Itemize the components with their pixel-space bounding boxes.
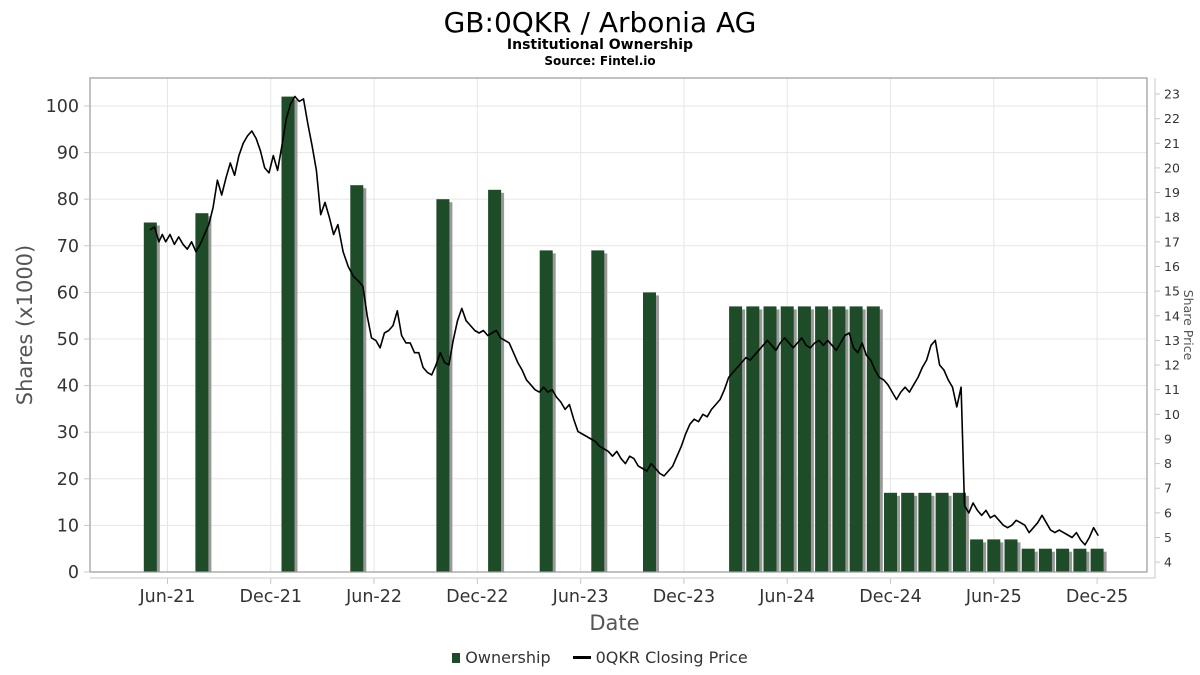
- ownership-bar[interactable]: Sep-24: 57: [832, 306, 846, 572]
- ownership-bar[interactable]: May-22: 83: [350, 185, 364, 572]
- ownership-swatch-icon: [452, 652, 461, 663]
- y-right-tick-label: 4: [1164, 555, 1172, 570]
- price-line-icon: [572, 656, 591, 659]
- ownership-bar[interactable]: Apr-24: 57: [746, 306, 760, 572]
- ownership-bar[interactable]: Aug-25: 5: [1021, 548, 1035, 572]
- ownership-bar[interactable]: May-21: 75: [143, 222, 157, 573]
- y-right-tick-label: 5: [1164, 530, 1172, 545]
- ownership-bar[interactable]: Aug-24: 57: [815, 306, 829, 572]
- y-right-axis-title: Share Price: [1181, 290, 1196, 361]
- y-left-tick-label: 30: [57, 423, 79, 443]
- y-right-tick-label: 15: [1164, 284, 1180, 299]
- x-tick-label: Dec-25: [1066, 587, 1128, 607]
- ownership-bar[interactable]: Nov-25: 5: [1073, 548, 1087, 572]
- x-tick-label: Jun-23: [552, 587, 609, 607]
- ownership-bar[interactable]: Jan-25: 17: [901, 492, 915, 572]
- x-tick-label: Jun-25: [965, 587, 1022, 607]
- y-right-tick-label: 16: [1164, 259, 1180, 274]
- y-left-tick-label: 80: [57, 190, 79, 210]
- ownership-bar[interactable]: Dec-24: 17: [884, 492, 897, 572]
- ownership-bar[interactable]: Apr-25: 17: [952, 492, 966, 572]
- y-left-tick-label: 60: [57, 283, 79, 303]
- y-left-tick-label: 40: [57, 377, 79, 397]
- ownership-bar[interactable]: Mar-25: 17: [935, 492, 949, 572]
- ownership-bar[interactable]: Oct-22: 80: [436, 199, 450, 572]
- chart-subtitle: Institutional Ownership: [506, 37, 694, 53]
- legend-price-label: 0QKR Closing Price: [595, 648, 748, 667]
- y-right-tick-label: 8: [1164, 456, 1172, 471]
- chart-title: GB:0QKR / Arbonia AG: [443, 6, 757, 39]
- ownership-bar[interactable]: Jun-24: 57: [780, 306, 794, 572]
- x-tick-label: Jun-24: [758, 587, 815, 607]
- closing-price-line[interactable]: [149, 95, 1099, 546]
- y-left-tick-label: 70: [57, 237, 79, 257]
- y-right-tick-label: 19: [1164, 185, 1180, 200]
- y-left-tick-label: 50: [57, 330, 79, 350]
- x-tick-label: Jun-22: [345, 587, 402, 607]
- plot-border: [89, 77, 1148, 573]
- x-tick-label: Jun-21: [138, 587, 195, 607]
- ownership-bar[interactable]: Feb-25: 17: [918, 492, 932, 572]
- x-tick-label: Dec-21: [240, 587, 302, 607]
- y-right-tick-label: 20: [1164, 160, 1180, 175]
- ownership-bar[interactable]: Apr-23: 69: [539, 250, 553, 572]
- y-right-tick-label: 23: [1164, 87, 1180, 102]
- ownership-bar[interactable]: May-25: 7: [970, 539, 984, 572]
- y-right-tick-label: 10: [1164, 407, 1180, 422]
- y-right-tick-label: 21: [1164, 136, 1180, 151]
- y-right-tick-label: 6: [1164, 505, 1172, 520]
- ownership-bar[interactable]: Jul-24: 57: [797, 306, 811, 572]
- x-tick-label: Dec-23: [653, 587, 715, 607]
- ownership-bar[interactable]: Nov-24: 57: [866, 306, 880, 572]
- ownership-bar[interactable]: Jul-23: 69: [591, 250, 605, 572]
- ownership-bar[interactable]: Jan-23: 82: [488, 189, 502, 573]
- y-left-tick-label: 90: [57, 144, 79, 164]
- legend-item-price[interactable]: 0QKR Closing Price: [559, 648, 748, 667]
- ownership-bar[interactable]: Jul-25: 7: [1004, 539, 1018, 572]
- ownership-bar[interactable]: Oct-25: 5: [1056, 548, 1070, 572]
- y-right-tick-label: 9: [1164, 432, 1172, 447]
- ownership-bar[interactable]: Aug-21: 77: [195, 213, 209, 572]
- y-left-axis-title: Shares (x1000): [13, 245, 37, 405]
- legend-item-ownership[interactable]: Ownership: [452, 648, 551, 667]
- ownership-bar[interactable]: Jan-22: 102: [281, 96, 295, 572]
- ownership-bar[interactable]: Jun-25: 7: [987, 539, 1001, 572]
- y-right-tick-label: 13: [1164, 333, 1180, 348]
- chart-source: Source: Fintel.io: [544, 54, 656, 68]
- x-tick-label: Dec-22: [446, 587, 508, 607]
- chart-legend: Ownership 0QKR Closing Price: [0, 648, 1200, 667]
- y-left-tick-label: 100: [46, 97, 79, 117]
- ownership-bar[interactable]: May-24: 57: [763, 306, 777, 572]
- y-right-tick-label: 12: [1164, 358, 1180, 373]
- ownership-bar[interactable]: Oct-24: 57: [849, 306, 863, 572]
- ownership-bar[interactable]: Dec-25: 5: [1090, 548, 1104, 572]
- y-right-tick-label: 22: [1164, 111, 1180, 126]
- y-right-tick-label: 17: [1164, 234, 1180, 249]
- y-right-tick-label: 11: [1164, 382, 1180, 397]
- y-left-tick-label: 10: [57, 516, 79, 536]
- ownership-bar[interactable]: Sep-25: 5: [1038, 548, 1052, 572]
- ownership-bar[interactable]: Oct-23: 60: [643, 292, 656, 572]
- y-left-tick-label: 20: [57, 470, 79, 490]
- ownership-bar[interactable]: Mar-24: 57: [729, 306, 743, 572]
- x-tick-label: Dec-24: [859, 587, 921, 607]
- y-right-tick-label: 14: [1164, 308, 1180, 323]
- y-right-tick-label: 18: [1164, 210, 1180, 225]
- y-left-tick-label: 0: [68, 563, 79, 583]
- legend-ownership-label: Ownership: [465, 648, 551, 667]
- x-axis-title: Date: [589, 611, 639, 635]
- y-right-tick-label: 7: [1164, 481, 1172, 496]
